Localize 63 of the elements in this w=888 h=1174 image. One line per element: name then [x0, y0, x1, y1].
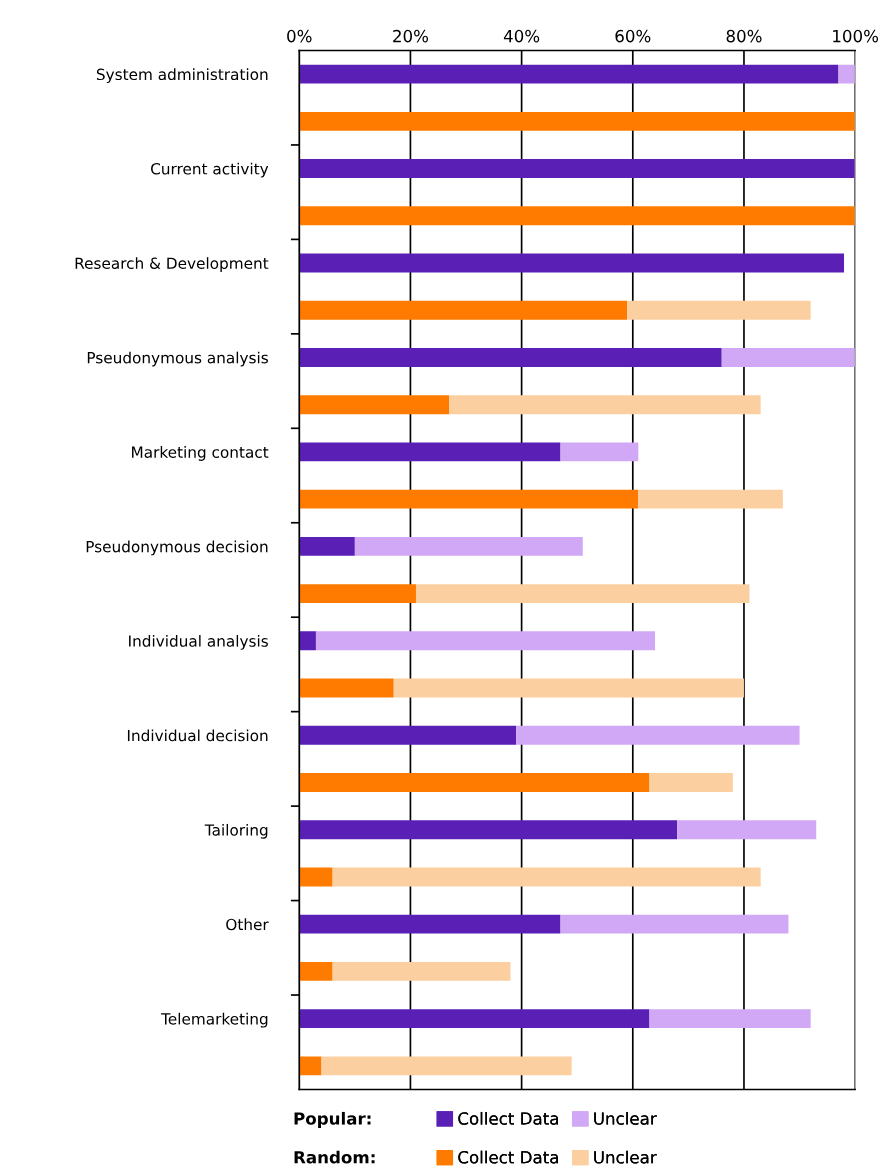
bar [299, 1056, 322, 1076]
text: Popular: [294, 1111, 371, 1129]
bar [299, 584, 416, 604]
bar [638, 489, 783, 509]
x-tick-label: 60% [615, 29, 651, 43]
y-tick-label: Other [226, 918, 269, 931]
bar [315, 631, 656, 651]
bar [299, 536, 355, 556]
bar [299, 678, 394, 698]
bar [299, 489, 639, 509]
bar [393, 678, 744, 698]
legend-label: Unclear [594, 1111, 657, 1125]
bar [838, 64, 856, 84]
legend-label: Collect Data [458, 1111, 558, 1125]
x-tick-label: 100% [833, 29, 879, 43]
bar [415, 584, 750, 604]
y-tick-label: Pseudonymous decision [86, 540, 268, 556]
legend-label: Collect Data [458, 1150, 558, 1164]
bar [299, 206, 856, 226]
x-tick-label: 80% [726, 29, 762, 43]
x-tick-label: 0% [287, 29, 312, 43]
text: Random: [294, 1150, 375, 1164]
y-tick-label: System administration [96, 68, 268, 84]
bar [649, 1009, 811, 1029]
bar [299, 253, 845, 273]
bar [299, 64, 839, 84]
bar [560, 914, 789, 934]
bar [321, 1056, 572, 1076]
bar [299, 442, 561, 462]
x-tick-label: 20% [393, 29, 429, 43]
bar [627, 300, 811, 320]
legend-label: Unclear [594, 1150, 657, 1164]
bar [649, 773, 733, 792]
bar [560, 442, 639, 462]
bar [299, 111, 856, 131]
bar [299, 159, 856, 178]
bar [299, 300, 628, 320]
bar [299, 961, 333, 981]
y-tick-label: Individual analysis [129, 635, 268, 650]
y-tick-label: Tailoring [204, 823, 268, 839]
bar [332, 961, 511, 981]
bar [332, 867, 761, 887]
bar [299, 348, 722, 367]
bar [449, 395, 761, 415]
y-tick-label: Pseudonymous analysis [87, 351, 268, 367]
bar [677, 820, 817, 840]
bar [299, 914, 561, 934]
y-tick-label: Current activity [151, 162, 269, 178]
bar [299, 867, 333, 887]
x-tick-label: 40% [503, 29, 540, 43]
bar [299, 773, 650, 792]
bar [299, 631, 316, 651]
bar [516, 725, 800, 745]
bar [299, 1009, 650, 1029]
y-tick-label: Research & Development [75, 257, 269, 272]
bar [354, 536, 583, 556]
y-tick-label: Individual decision [127, 729, 268, 742]
y-tick-label: Marketing contact [132, 446, 269, 461]
bar [721, 348, 856, 367]
bar [299, 725, 517, 745]
bar [299, 820, 678, 840]
bar [299, 395, 450, 415]
y-tick-label: Telemarketing [161, 1012, 268, 1028]
